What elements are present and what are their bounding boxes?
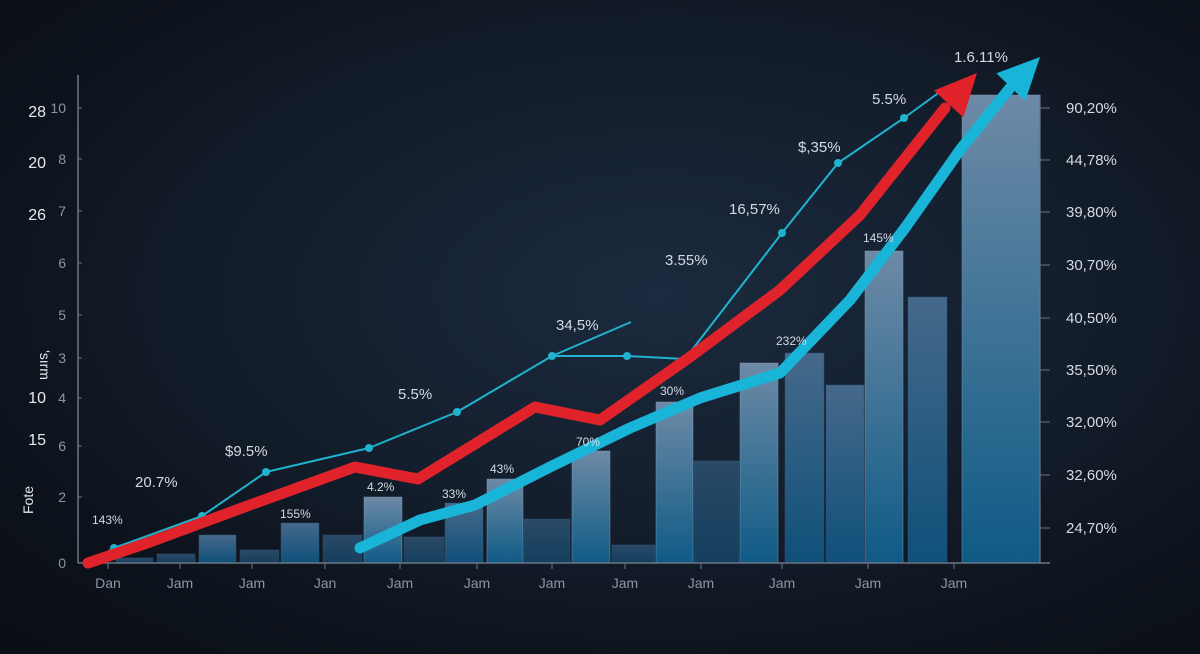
data-point-marker [623, 352, 631, 360]
y-axis-title-top: 'sırm [37, 350, 53, 380]
y-tick-label: 5 [58, 307, 66, 323]
annotation-label: 1.6.11% [954, 49, 1008, 66]
x-tick-label: Jam [688, 575, 714, 591]
red-trend-line [82, 102, 951, 569]
y-tick-label: 10 [50, 100, 66, 116]
annotation-label: 143% [92, 513, 123, 527]
data-point-marker [262, 468, 270, 476]
annotation-label: 33% [442, 487, 466, 501]
y-tick-label: 6 [58, 438, 66, 454]
y-tick-label: 7 [58, 203, 66, 219]
thin-cyan-branch [551, 321, 632, 357]
annotation-label: 5.5% [398, 386, 432, 403]
x-tick-label: Jam [941, 575, 967, 591]
annotation-label: 34,5% [556, 317, 599, 334]
bar [907, 296, 948, 564]
y-tick-label: 8 [58, 151, 66, 167]
y-axis-title-bottom: Fote [20, 486, 36, 514]
bar [198, 534, 237, 564]
y-outer-label: 10 [28, 390, 46, 407]
y-outer-label: 28 [28, 104, 46, 121]
data-point-marker [548, 352, 556, 360]
y-tick-label: 3 [58, 350, 66, 366]
bar [655, 401, 694, 564]
cyan-trend-line [354, 82, 1016, 554]
annotation-label: 232% [776, 334, 807, 348]
bar [784, 352, 825, 564]
y-tick-label: 6 [58, 255, 66, 271]
x-tick-label: Jam [539, 575, 565, 591]
bar [739, 362, 779, 564]
annotation-label: 20.7% [135, 474, 178, 491]
bar [611, 544, 656, 564]
x-tick-label: Jam [239, 575, 265, 591]
lines-layer [82, 57, 1040, 569]
axes-layer: 108765346202820261015'sırmFote90,20%44,7… [20, 75, 1117, 591]
bar [825, 384, 865, 564]
bar [403, 536, 445, 564]
right-axis-label: 24,70% [1066, 520, 1117, 537]
right-axis-label: 39,80% [1066, 204, 1117, 221]
right-axis-label: 90,20% [1066, 100, 1117, 117]
right-axis-label: 44,78% [1066, 152, 1117, 169]
x-tick-label: Jam [464, 575, 490, 591]
y-tick-label: 2 [58, 489, 66, 505]
data-point-marker [453, 408, 461, 416]
bar [961, 94, 1041, 564]
y-outer-label: 15 [28, 432, 46, 449]
x-tick-label: Jam [612, 575, 638, 591]
right-axis-label: 32,00% [1066, 414, 1117, 431]
y-outer-label: 26 [28, 207, 46, 224]
x-tick-label: Jan [314, 575, 337, 591]
data-point-marker [365, 444, 373, 452]
y-tick-label: 4 [58, 390, 66, 406]
data-point-marker [900, 114, 908, 122]
data-point-marker [778, 229, 786, 237]
right-axis-label: 40,50% [1066, 310, 1117, 327]
annotation-label: 5.5% [872, 91, 906, 108]
annotation-label: 16,57% [729, 201, 780, 218]
bar [693, 460, 740, 564]
bar [156, 553, 196, 564]
x-tick-label: Jam [855, 575, 881, 591]
y-tick-label: 0 [58, 555, 66, 571]
bar [239, 549, 280, 564]
labels-layer: 143% 20.7% $9.5% 155% 4.2% 5.5% 33% 43% 34,5% 70%… [92, 49, 1008, 527]
x-tick-label: Dan [95, 575, 121, 591]
annotation-label: $,35% [798, 139, 841, 156]
bar [523, 518, 571, 564]
right-axis-label: 32,60% [1066, 467, 1117, 484]
annotation-label: 30% [660, 384, 684, 398]
annotation-label: 155% [280, 507, 311, 521]
annotation-label: 3.55% [665, 252, 708, 269]
annotation-label: 43% [490, 462, 514, 476]
bar [280, 522, 320, 564]
annotation-label: 70% [576, 435, 600, 449]
right-axis-label: 30,70% [1066, 257, 1117, 274]
right-axis-label: 35,50% [1066, 362, 1117, 379]
red-trend-arrowhead-icon [933, 73, 977, 118]
annotation-label: $9.5% [225, 443, 268, 460]
x-tick-label: Jam [387, 575, 413, 591]
bar [571, 450, 611, 564]
annotation-label: 145% [863, 231, 894, 245]
x-tick-label: Jam [769, 575, 795, 591]
cyan-trend-arrowhead-icon [996, 57, 1040, 102]
x-tick-label: Jam [167, 575, 193, 591]
y-outer-label: 20 [28, 155, 46, 172]
bar [864, 250, 904, 564]
bars-layer [115, 94, 1041, 564]
data-point-marker [834, 159, 842, 167]
annotation-label: 4.2% [367, 480, 395, 494]
